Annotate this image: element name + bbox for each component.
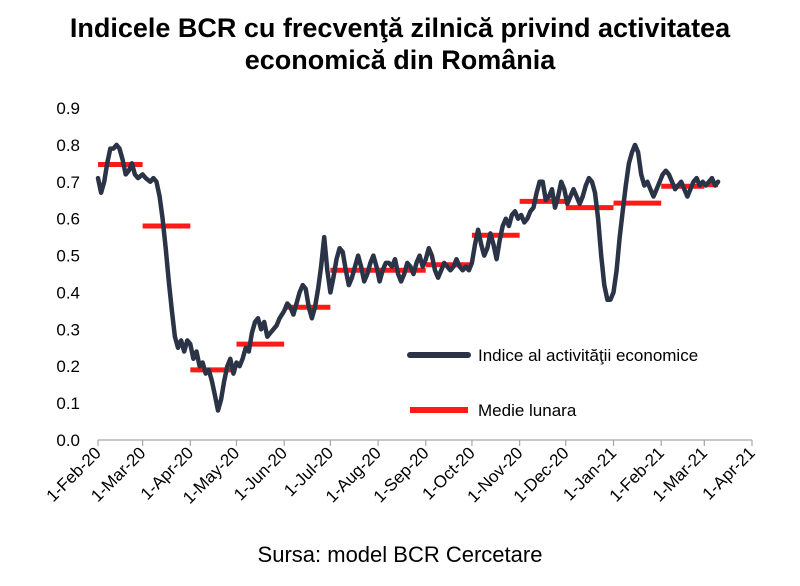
x-tick-label: 1-Apr-21 [699, 443, 759, 503]
x-tick-label: 1-Jun-20 [230, 443, 291, 504]
y-tick-label: 0.3 [56, 320, 80, 339]
y-tick-label: 0.6 [56, 210, 80, 229]
chart-title: Indicele BCR cu frecvenţă zilnică privin… [0, 12, 800, 76]
activity-index-series [95, 142, 721, 413]
activity-index-line [95, 142, 721, 413]
y-tick-label: 0.0 [56, 431, 80, 450]
y-tick-label: 0.2 [56, 357, 80, 376]
chart-title-line-2: economică din România [244, 45, 556, 75]
y-tick-label: 0.5 [56, 247, 80, 266]
y-tick-label: 0.1 [56, 394, 80, 413]
source-note: Sursa: model BCR Cercetare [257, 542, 543, 567]
legend-label-monthly-average: Medie lunara [478, 401, 577, 420]
y-tick-label: 0.9 [56, 99, 80, 118]
y-tick-label: 0.8 [56, 136, 80, 155]
y-tick-label: 0.4 [56, 283, 80, 302]
chart-title-line-1: Indicele BCR cu frecvenţă zilnică privin… [69, 13, 731, 43]
chart-legend: Indice al activităţii economice Medie lu… [407, 346, 698, 420]
y-tick-label: 0.7 [56, 173, 80, 192]
chart-axes: 0.00.10.20.30.40.50.60.70.80.91-Feb-201-… [43, 99, 759, 508]
legend-label-activity-index: Indice al activităţii economice [478, 346, 698, 365]
